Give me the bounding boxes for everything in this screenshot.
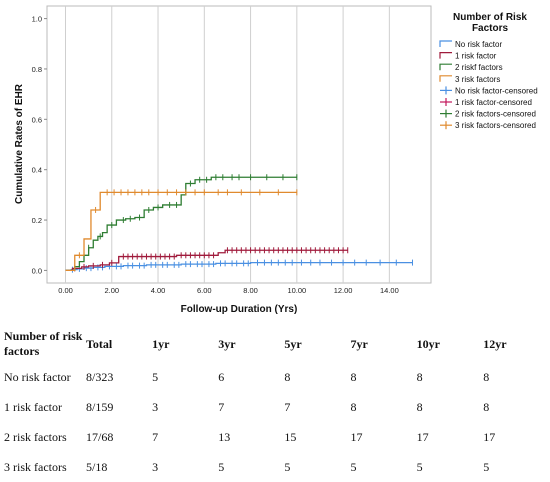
km-step-curve <box>65 191 297 272</box>
cell-7yr: 8 <box>350 399 357 414</box>
cell-5yr: 5 <box>284 459 291 474</box>
y-tick-label: 0.8 <box>32 65 42 74</box>
table-row: 2 risk factors 17/68 7 13 15 17 17 17 <box>0 422 550 452</box>
row-total: 8/323 <box>86 369 114 384</box>
cell-3yr: 7 <box>218 399 225 414</box>
header-10yr: 10yr <box>416 336 440 351</box>
cell-12yr: 5 <box>483 459 490 474</box>
row-label: 2 risk factors <box>4 429 67 444</box>
legend: Number of Risk Factors No risk factor 1 ri… <box>439 12 538 130</box>
plot-area <box>46 5 432 284</box>
header-12yr: 12yr <box>483 336 507 351</box>
cell-12yr: 8 <box>483 369 490 384</box>
y-tick-label: 0.4 <box>32 166 42 175</box>
legend-label: No risk factor-censored <box>455 86 538 95</box>
header-risk-factors: Number of risk factors <box>4 329 83 358</box>
cell-7yr: 5 <box>350 459 357 474</box>
x-tick-label: 8.00 <box>243 286 258 295</box>
row-total: 17/68 <box>86 429 114 444</box>
legend-swatch <box>439 40 452 47</box>
cell-7yr: 8 <box>350 369 357 384</box>
table-row: 3 risk factors 5/18 3 5 5 5 5 5 <box>0 452 550 482</box>
events-table: Number of risk factors Total 1yr 3yr 5yr… <box>0 326 550 482</box>
y-tick-label: 1.0 <box>32 15 42 24</box>
legend-label: 1 risk factor-censored <box>455 98 532 107</box>
cell-5yr: 8 <box>284 369 291 384</box>
cell-3yr: 13 <box>218 429 231 444</box>
legend-label: No risk factor <box>455 40 502 49</box>
x-tick-label: 2.00 <box>104 286 119 295</box>
cell-3yr: 6 <box>218 369 225 384</box>
cell-1yr: 3 <box>152 399 159 414</box>
y-axis-title: Cumulative Rates of EHR <box>14 83 25 204</box>
legend-swatch <box>439 63 452 71</box>
x-tick-label: 10.00 <box>287 286 306 295</box>
row-total: 5/18 <box>86 459 108 474</box>
table-row: No risk factor 8/323 5 6 8 8 8 8 <box>0 362 550 392</box>
header-total: Total <box>86 336 113 351</box>
header-1yr: 1yr <box>152 336 170 351</box>
header-3yr: 3yr <box>218 336 236 351</box>
cell-5yr: 15 <box>284 429 297 444</box>
cell-7yr: 17 <box>350 429 363 444</box>
km-step-curve <box>65 261 413 272</box>
axis-ticks: 0.00 2.00 4.00 6.00 8.00 10.00 12.00 14.00 0.0 0.… <box>32 15 399 295</box>
cell-12yr: 17 <box>483 429 496 444</box>
row-label: 1 risk factor <box>4 399 62 414</box>
cell-10yr: 5 <box>416 459 423 474</box>
y-tick-label: 0.6 <box>32 115 42 124</box>
y-tick-label: 0.2 <box>32 216 42 225</box>
km-chart: 0.00 2.00 4.00 6.00 8.00 10.00 12.00 14.00 0.0 0.… <box>14 5 538 315</box>
legend-label: 1 risk factor <box>455 52 497 61</box>
x-tick-label: 0.00 <box>58 286 73 295</box>
x-tick-label: 4.00 <box>151 286 166 295</box>
legend-label: 3 risk factors-censored <box>455 121 536 130</box>
cell-12yr: 8 <box>483 399 490 414</box>
row-label: No risk factor <box>4 369 71 384</box>
cell-10yr: 8 <box>416 399 423 414</box>
row-total: 8/159 <box>86 399 114 414</box>
cell-1yr: 5 <box>152 369 159 384</box>
gridlines <box>65 6 390 283</box>
cell-1yr: 3 <box>152 459 159 474</box>
km-step-curve <box>65 249 348 272</box>
cell-3yr: 5 <box>218 459 225 474</box>
legend-label: 2 risk factors-censored <box>455 110 536 119</box>
x-tick-label: 6.00 <box>197 286 212 295</box>
series-group <box>65 174 413 273</box>
cell-10yr: 17 <box>416 429 429 444</box>
table-header-row: Number of risk factors Total 1yr 3yr 5yr… <box>0 326 550 362</box>
legend-label: 3 risk factors <box>455 75 500 84</box>
cell-1yr: 7 <box>152 429 159 444</box>
y-tick-label: 0.0 <box>32 266 42 275</box>
cell-10yr: 8 <box>416 369 423 384</box>
x-tick-label: 14.00 <box>380 286 399 295</box>
table-row: 1 risk factor 8/159 3 7 7 8 8 8 <box>0 392 550 422</box>
row-label: 3 risk factors <box>4 459 67 474</box>
header-5yr: 5yr <box>284 336 302 351</box>
x-tick-label: 12.00 <box>334 286 353 295</box>
km-step-curve <box>65 176 297 272</box>
cell-5yr: 7 <box>284 399 291 414</box>
header-7yr: 7yr <box>350 336 368 351</box>
legend-label: 2 riskf factors <box>455 63 503 72</box>
legend-title: Number of Risk Factors <box>453 12 527 34</box>
x-axis-title: Follow-up Duration (Yrs) <box>181 304 298 315</box>
legend-swatch <box>439 52 452 59</box>
legend-swatch <box>439 75 452 82</box>
